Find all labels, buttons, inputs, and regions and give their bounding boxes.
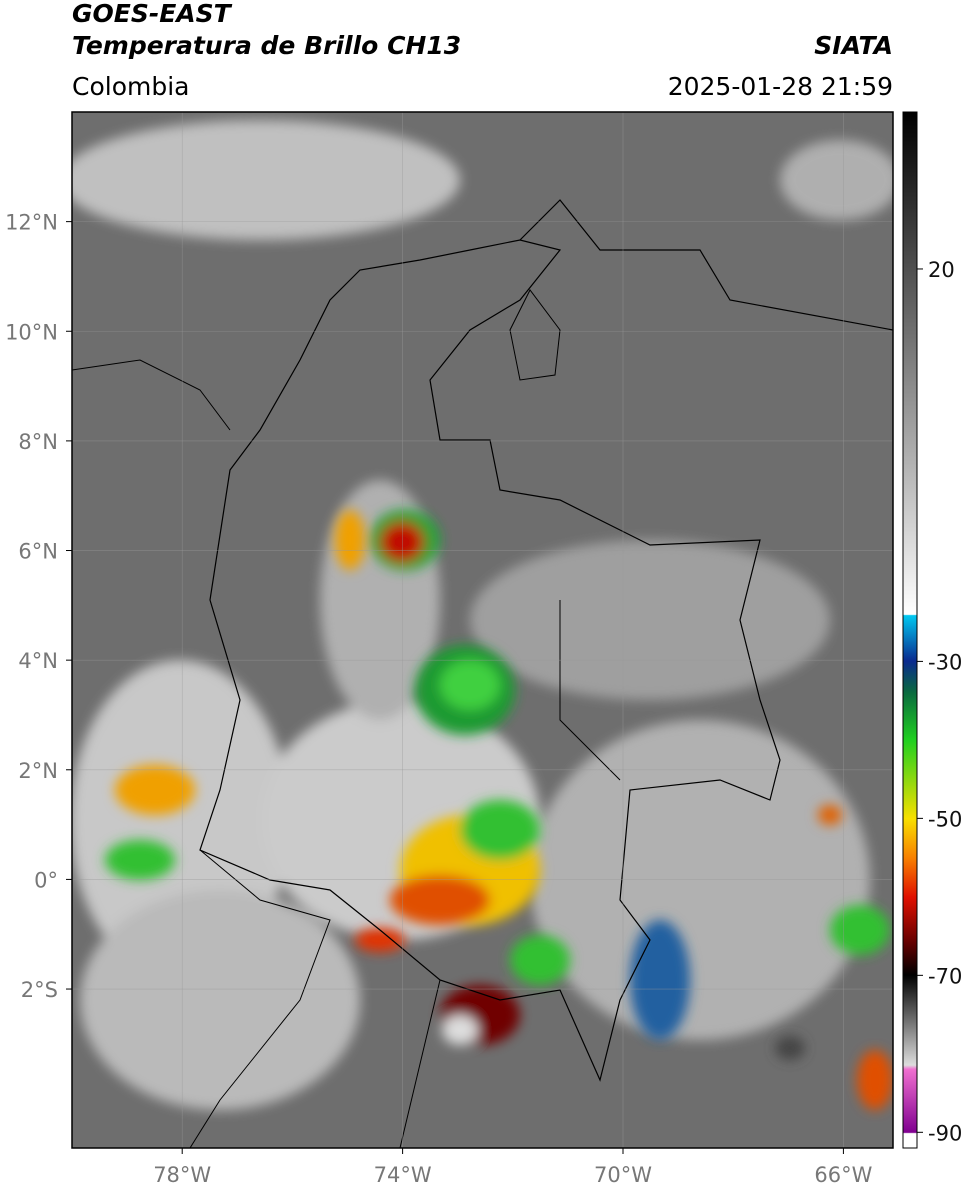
- region: Colombia: [72, 72, 189, 101]
- subtitle: Temperatura de Brillo CH13: [72, 31, 461, 60]
- source: SIATA: [814, 31, 893, 60]
- x-tick-label: 78°W: [153, 1163, 211, 1187]
- colorbar-label: -70: [928, 964, 962, 988]
- colorbar-label: 20: [928, 258, 955, 282]
- colorbar-label: -50: [928, 807, 962, 831]
- map-frame: [71, 111, 894, 1149]
- y-tick-label: 8°N: [18, 430, 58, 454]
- y-tick-label: 6°N: [18, 540, 58, 564]
- x-tick-label: 70°W: [594, 1163, 652, 1187]
- title: GOES-EAST: [72, 0, 233, 28]
- x-tick-label: 74°W: [374, 1163, 432, 1187]
- colorbar-label: -30: [928, 650, 962, 674]
- y-tick-label: 2°S: [21, 978, 58, 1002]
- y-tick-label: 10°N: [5, 320, 58, 344]
- x-tick-label: 66°W: [814, 1163, 872, 1187]
- y-tick-label: 2°N: [18, 759, 58, 783]
- satellite-image: [72, 112, 893, 1148]
- y-tick-label: 0°: [34, 868, 58, 892]
- y-tick-label: 4°N: [18, 649, 58, 673]
- colorbar-label: -90: [928, 1121, 962, 1145]
- colorbar: [902, 111, 918, 1149]
- y-tick-label: 12°N: [5, 211, 58, 235]
- datetime: 2025-01-28 21:59: [668, 72, 893, 101]
- graticule: [72, 112, 893, 1148]
